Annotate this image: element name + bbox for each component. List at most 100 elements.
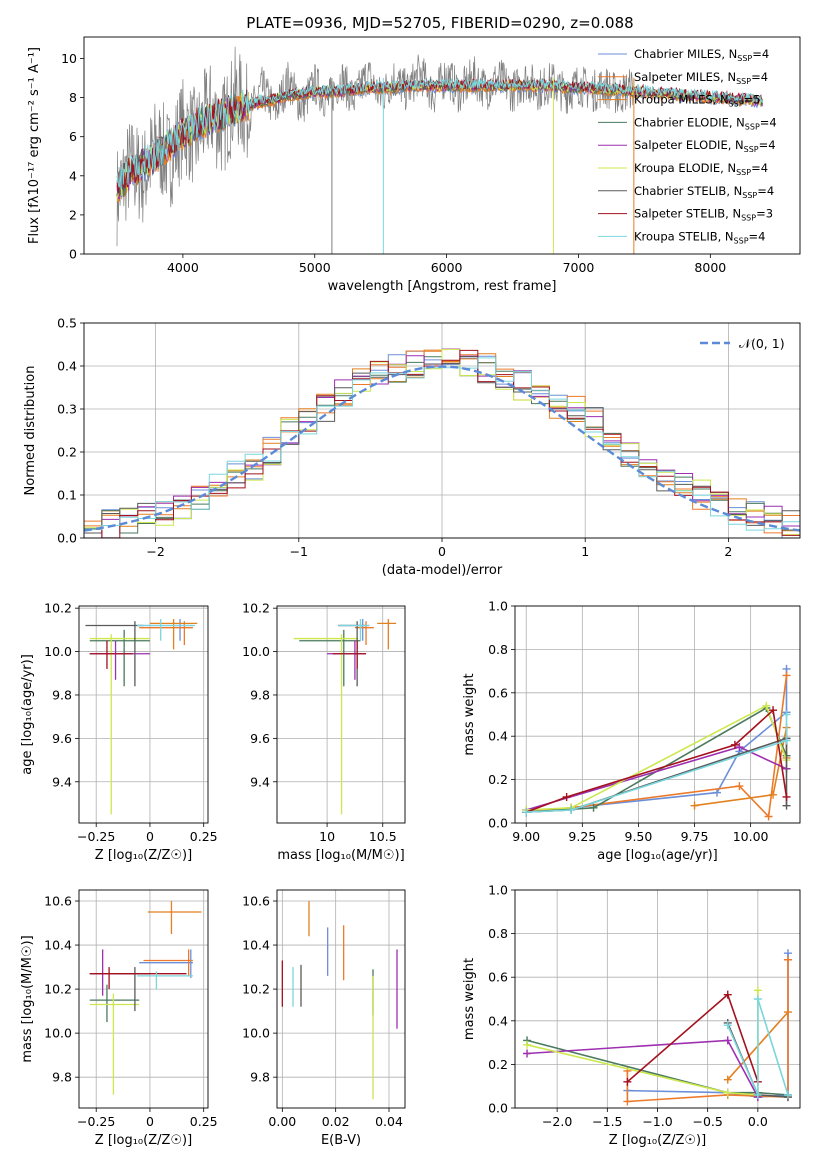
x-tick-label: 1 [581, 544, 589, 559]
y-tick-label: 9.8 [250, 687, 270, 702]
x-tick-label: 9.75 [681, 829, 709, 844]
legend-entry: Salpeter ELODIE, NSSP=4 [634, 138, 776, 154]
x-axis-label: Z [log₁₀(Z/Z☉)] [609, 1133, 706, 1148]
weight-marker [523, 1040, 532, 1049]
errorbar-point [137, 619, 196, 641]
errorbar-point [293, 634, 359, 815]
x-tick-label: 2 [724, 544, 732, 559]
x-tick-label: 0.02 [322, 1114, 350, 1129]
y-tick-label: 10.6 [44, 894, 72, 909]
y-tick-label: 0.8 [488, 642, 508, 657]
y-tick-label: 2 [69, 207, 77, 222]
weight-marker [783, 1090, 792, 1099]
errorbar-point [377, 619, 397, 650]
x-axis-label: Z [log₁₀(Z/Z☉)] [95, 1133, 192, 1148]
x-tick-label: −1 [290, 544, 308, 559]
y-axis-label: mass weight [462, 958, 477, 1040]
weight-marker [623, 1097, 632, 1106]
weight-marker [782, 801, 791, 810]
weight-marker [782, 710, 791, 719]
errorbar-point [139, 621, 193, 646]
legend-entry: Salpeter STELIB, NSSP=3 [634, 207, 773, 223]
weight-marker [782, 671, 791, 680]
age-vs-mass-frame [276, 605, 406, 824]
mass-vs-EBV-marks [281, 901, 398, 1100]
y-tick-label: 0.6 [488, 685, 508, 700]
errorbar-point [299, 629, 361, 687]
normal-reference-curve [84, 365, 800, 532]
y-tick-label: 10.2 [242, 982, 270, 997]
mass-vs-Z-marks [89, 901, 202, 1095]
figure-title: PLATE=0936, MJD=52705, FIBERID=0290, z=0… [246, 14, 633, 32]
y-tick-label: 0.4 [488, 1013, 508, 1028]
x-axis-label: E(B-V) [321, 1133, 361, 1148]
residuals-marks [84, 348, 800, 538]
weight-marker [753, 1090, 762, 1099]
x-axis-label: (data-model)/error [382, 563, 503, 578]
x-tick-label: 9.50 [625, 829, 653, 844]
y-tick-label: 6 [69, 129, 77, 144]
y-tick-label: 0.2 [57, 445, 77, 460]
y-tick-label: 0.4 [488, 729, 508, 744]
errorbar-point [137, 971, 193, 990]
y-tick-label: 0.1 [57, 488, 77, 503]
legend-entry: Salpeter MILES, NSSP=4 [634, 70, 768, 86]
y-tick-label: 10.4 [242, 938, 270, 953]
errorbar-point [89, 640, 150, 680]
y-tick-label: 10 [61, 51, 77, 66]
errorbar-point [332, 640, 367, 669]
y-tick-label: 10.4 [44, 938, 72, 953]
errorbar-point [147, 901, 202, 935]
y-axis-label: Flux [fλ10⁻¹⁷ erg cm⁻² s⁻¹ A⁻¹] [27, 47, 42, 244]
weight-marker [623, 1077, 632, 1086]
mass-vs-Z-frame [78, 889, 209, 1109]
y-tick-label: 0.3 [57, 402, 77, 417]
x-axis-label: mass [log₁₀(M/M☉)] [277, 848, 404, 863]
legend-entry: Kroupa STELIB, NSSP=4 [634, 229, 765, 245]
errorbar-point [149, 619, 198, 650]
errorbar-point [338, 619, 370, 641]
weight-vs-age-panel: 9.00 9.25 9.50 9.75 10.00 0.0 0.2 0.4 0.6 0.8 1.0 a… [462, 599, 801, 863]
weight-line-chabrier-stelib [526, 737, 788, 813]
x-axis-label: Z [log₁₀(Z/Z☉)] [95, 848, 192, 863]
weight-line-kroupa-stelib [726, 998, 789, 1096]
y-tick-label: 9.4 [250, 774, 270, 789]
x-tick-label: 0 [146, 1114, 154, 1129]
residuals-frame [83, 322, 801, 539]
x-tick-label: 4000 [167, 260, 199, 275]
x-tick-label: −2.0 [542, 1114, 572, 1129]
weight-marker [723, 1075, 732, 1084]
x-tick-label: 0.25 [190, 1114, 218, 1129]
x-axis-label: age [log₁₀(age/yr)] [597, 848, 718, 863]
y-tick-label: 0.4 [57, 359, 77, 374]
x-tick-label: −0.5 [692, 1114, 722, 1129]
weight-marker [723, 1036, 732, 1045]
weight-marker [523, 1049, 532, 1058]
x-tick-label: 0.0 [748, 1114, 768, 1129]
weight-marker [567, 805, 576, 814]
age-vs-Z-frame [78, 605, 209, 824]
legend-entry: Chabrier STELIB, NSSP=4 [634, 184, 774, 200]
weight-marker [753, 986, 762, 995]
y-tick-label: 9.6 [52, 731, 72, 746]
y-tick-label: 10.2 [242, 601, 270, 616]
x-tick-label: 6000 [431, 260, 463, 275]
errorbar-point [89, 967, 187, 990]
weight-marker [723, 990, 732, 999]
errorbar-point [89, 984, 140, 1023]
errorbar-point [89, 634, 150, 815]
legend-entry: Kroupa MILES, NSSP=5 [634, 93, 760, 109]
y-tick-label: 10.0 [242, 644, 270, 659]
legend-entry: Kroupa ELODIE, NSSP=4 [634, 161, 768, 177]
weight-marker [783, 955, 792, 964]
x-tick-label: 10.5 [369, 829, 397, 844]
y-tick-label: 9.4 [52, 774, 72, 789]
y-tick-label: 0.6 [488, 970, 508, 985]
weight-marker [753, 995, 762, 1003]
x-tick-label: 9.00 [512, 829, 540, 844]
x-tick-label: −2 [146, 544, 164, 559]
weight-vs-Z-frame [514, 889, 801, 1109]
errorbar-point [327, 640, 367, 680]
y-axis-label: mass [log₁₀(M/M☉)] [20, 935, 35, 1062]
